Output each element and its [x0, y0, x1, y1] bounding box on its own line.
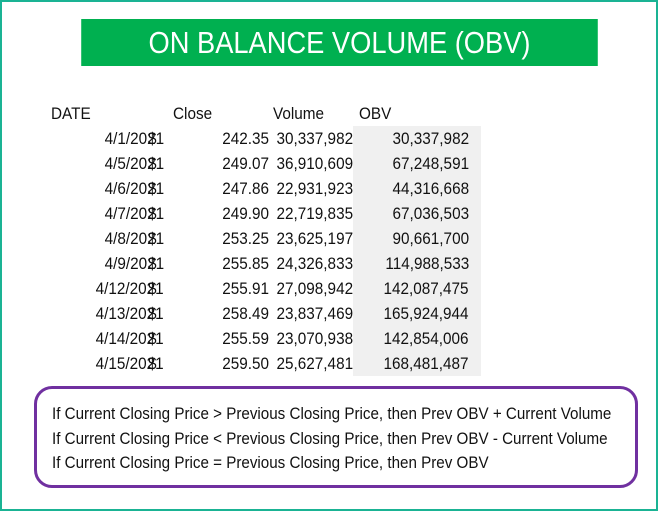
rule-down: If Current Closing Price < Previous Clos… — [52, 429, 608, 448]
rule-equal: If Current Closing Price = Previous Clos… — [52, 454, 489, 472]
table-row: 4/5/2021 $249.07 36,910,609 67,248,591 — [2, 151, 656, 176]
close-cell: 242.35 — [222, 129, 269, 148]
close-cell: 255.59 — [222, 329, 269, 348]
table-row: 4/1/2021 $242.35 30,337,982 30,337,982 — [2, 126, 656, 151]
header-volume: Volume — [273, 104, 325, 123]
rule-up: If Current Closing Price > Previous Clos… — [52, 405, 612, 423]
obv-cell: 90,661,700 — [392, 229, 469, 248]
table-row: 4/15/2021 $259.50 25,627,481 168,481,487 — [2, 351, 656, 376]
close-cell: 255.91 — [222, 279, 269, 298]
close-cell: 259.50 — [222, 354, 269, 373]
table-header-row: DATE Close Volume OBV — [2, 102, 656, 126]
close-cell: 258.49 — [222, 304, 269, 323]
volume-cell: 23,070,938 — [276, 329, 353, 348]
date-cell: 4/12/2021 — [95, 279, 164, 298]
volume-cell: 24,326,833 — [276, 254, 353, 273]
table-row: 4/7/2021 $249.90 22,719,835 67,036,503 — [2, 201, 656, 226]
currency-cell: $ — [148, 329, 157, 348]
volume-cell: 27,098,942 — [276, 279, 353, 298]
volume-cell: 22,931,923 — [276, 179, 353, 198]
page-title: ON BALANCE VOLUME (OBV) — [81, 19, 598, 66]
table-row: 4/8/2021 $253.25 23,625,197 90,661,700 — [2, 226, 656, 251]
close-cell: 249.07 — [222, 154, 269, 173]
obv-column-shading — [353, 126, 481, 376]
obv-cell: 165,924,944 — [383, 304, 469, 323]
obv-table: DATE Close Volume OBV 4/1/2021 $242.35 30,… — [2, 102, 656, 376]
close-cell: 249.90 — [222, 204, 269, 223]
table-row: 4/12/2021 $255.91 27,098,942 142,087,475 — [2, 276, 656, 301]
date-cell: 4/14/2021 — [95, 329, 164, 348]
volume-cell: 30,337,982 — [276, 129, 353, 148]
volume-cell: 36,910,609 — [276, 154, 353, 173]
close-cell: 255.85 — [222, 254, 269, 273]
obv-cell: 44,316,668 — [392, 179, 469, 198]
table-body: 4/1/2021 $242.35 30,337,982 30,337,982 4/5/2… — [2, 126, 656, 376]
currency-cell: $ — [148, 254, 157, 273]
currency-cell: $ — [148, 179, 157, 198]
header-obv: OBV — [359, 104, 392, 123]
header-date: DATE — [51, 104, 91, 123]
currency-cell: $ — [148, 204, 157, 223]
currency-cell: $ — [148, 129, 157, 148]
volume-cell: 22,719,835 — [276, 204, 353, 223]
currency-cell: $ — [148, 154, 157, 173]
obv-cell: 168,481,487 — [383, 354, 469, 373]
table-row: 4/9/2021 $255.85 24,326,833 114,988,533 — [2, 251, 656, 276]
date-cell: 4/7/2021 — [104, 204, 164, 223]
currency-cell: $ — [148, 354, 157, 373]
obv-cell: 142,854,006 — [383, 329, 469, 348]
table-row: 4/6/2021 $247.86 22,931,923 44,316,668 — [2, 176, 656, 201]
currency-cell: $ — [148, 304, 157, 323]
volume-cell: 25,627,481 — [276, 354, 353, 373]
obv-cell: 67,036,503 — [392, 204, 469, 223]
volume-cell: 23,625,197 — [276, 229, 353, 248]
obv-cell: 67,248,591 — [392, 154, 469, 173]
close-cell: 247.86 — [222, 179, 269, 198]
table-row: 4/13/2021 $258.49 23,837,469 165,924,944 — [2, 301, 656, 326]
date-cell: 4/9/2021 — [104, 254, 164, 273]
obv-cell: 142,087,475 — [383, 279, 469, 298]
date-cell: 4/8/2021 — [104, 229, 164, 248]
date-cell: 4/1/2021 — [104, 129, 164, 148]
table-row: 4/14/2021 $255.59 23,070,938 142,854,006 — [2, 326, 656, 351]
obv-rules-box: If Current Closing Price > Previous Clos… — [34, 386, 638, 488]
date-cell: 4/15/2021 — [95, 354, 164, 373]
volume-cell: 23,837,469 — [276, 304, 353, 323]
date-cell: 4/5/2021 — [104, 154, 164, 173]
obv-cell: 114,988,533 — [385, 254, 469, 273]
currency-cell: $ — [148, 229, 157, 248]
currency-cell: $ — [148, 279, 157, 298]
close-cell: 253.25 — [222, 229, 269, 248]
header-close: Close — [173, 104, 213, 123]
date-cell: 4/6/2021 — [104, 179, 164, 198]
date-cell: 4/13/2021 — [95, 304, 164, 323]
obv-cell: 30,337,982 — [392, 129, 469, 148]
